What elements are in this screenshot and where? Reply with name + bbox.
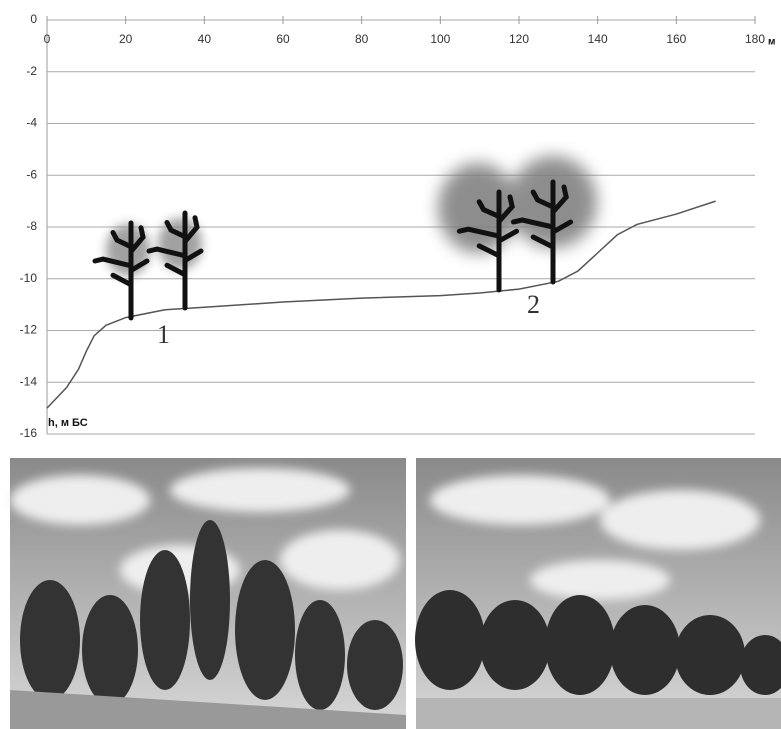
x-tick-label: 140 xyxy=(588,32,608,46)
crowns-large xyxy=(438,156,597,253)
axes: 0 -2 -4 -6 -8 -10 -12 -14 -16 0 20 40 60 80 100 120 140 1… xyxy=(20,12,766,440)
x-tick-label: 0 xyxy=(44,32,51,46)
photo-right xyxy=(415,458,781,729)
photo-left xyxy=(10,458,406,729)
tree xyxy=(510,179,574,285)
profile-line xyxy=(46,200,716,409)
y-tick-label: -16 xyxy=(20,426,38,440)
y-tick-label: 0 xyxy=(30,12,37,26)
y-axis-label: h, м БС xyxy=(48,417,88,429)
x-tick-label: 100 xyxy=(430,32,450,46)
annotation: 2 xyxy=(527,290,540,319)
tree xyxy=(456,189,520,293)
y-tick-label: -6 xyxy=(26,167,37,181)
x-tick-label: 40 xyxy=(198,32,212,46)
y-tick-label: -10 xyxy=(20,271,38,285)
y-tick-label: -8 xyxy=(26,219,37,233)
tree xyxy=(146,210,204,311)
x-unit: м xyxy=(768,37,775,48)
x-tick-label: 80 xyxy=(355,32,369,46)
x-tick-label: 160 xyxy=(666,32,686,46)
annotation: 1 xyxy=(157,320,170,349)
x-tick-label: 60 xyxy=(276,32,290,46)
tree xyxy=(92,220,150,321)
y-tick-label: -12 xyxy=(20,323,38,337)
y-tick-label: -4 xyxy=(26,116,37,130)
y-tick-label: -2 xyxy=(26,64,37,78)
x-tick-label: 120 xyxy=(509,32,529,46)
trees xyxy=(92,179,574,321)
x-tick-label: 180 xyxy=(745,32,765,46)
y-tick-label: -14 xyxy=(20,374,38,388)
x-tick-label: 20 xyxy=(119,32,133,46)
